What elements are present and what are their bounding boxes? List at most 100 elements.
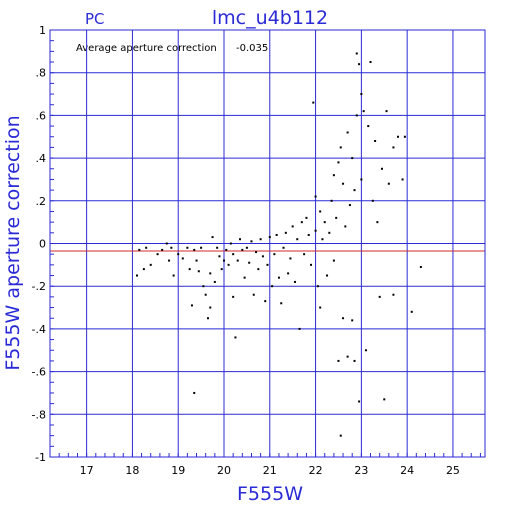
data-point xyxy=(195,259,198,262)
data-point xyxy=(314,229,317,232)
data-point xyxy=(403,135,406,138)
data-point xyxy=(316,285,319,288)
data-point xyxy=(257,268,260,271)
data-point xyxy=(353,189,356,192)
data-point xyxy=(351,157,354,160)
data-point xyxy=(275,233,278,236)
data-point xyxy=(346,355,349,358)
data-point xyxy=(264,300,267,303)
x-tick-label: 17 xyxy=(80,464,94,477)
data-point xyxy=(156,253,159,256)
y-tick-label: -.6 xyxy=(32,366,46,379)
data-point xyxy=(296,238,299,241)
data-point xyxy=(259,238,262,241)
corner-label: PC xyxy=(85,10,105,28)
y-axis-label: F555W aperture correction xyxy=(2,115,24,370)
data-point xyxy=(392,293,395,296)
chart-title: lmc_u4b112 xyxy=(212,7,328,29)
data-point xyxy=(268,236,271,239)
data-point xyxy=(397,135,399,138)
x-tick-label: 23 xyxy=(354,464,368,477)
data-point xyxy=(209,306,212,309)
data-point xyxy=(161,248,164,251)
x-tick-label: 22 xyxy=(309,464,323,477)
data-point xyxy=(385,110,388,113)
data-point xyxy=(197,270,200,273)
data-point xyxy=(300,221,303,224)
data-point xyxy=(248,261,251,264)
y-tick-label: 0 xyxy=(39,238,46,251)
y-tick-label: -.2 xyxy=(32,280,46,293)
data-point xyxy=(374,140,377,143)
y-tick-label: .6 xyxy=(36,109,47,122)
data-point xyxy=(232,253,235,256)
data-point xyxy=(419,265,422,268)
data-point xyxy=(376,221,379,224)
data-point xyxy=(335,216,338,219)
data-point xyxy=(186,246,189,249)
x-tick-label: 20 xyxy=(217,464,231,477)
data-point xyxy=(367,125,370,128)
data-point xyxy=(291,225,294,228)
data-point xyxy=(193,391,196,394)
x-tick-label: 25 xyxy=(446,464,460,477)
data-point xyxy=(216,246,219,249)
data-point xyxy=(236,259,239,262)
data-point xyxy=(225,248,228,251)
data-point xyxy=(323,221,326,224)
reference-lines xyxy=(50,243,485,252)
data-point xyxy=(234,336,237,339)
data-point xyxy=(145,246,148,249)
data-point xyxy=(371,199,374,202)
data-point xyxy=(360,178,363,181)
data-point xyxy=(342,317,345,320)
y-tick-label: -1 xyxy=(35,451,46,464)
data-point xyxy=(213,280,216,283)
average-annotation-label: Average aperture correction xyxy=(76,43,217,54)
data-point xyxy=(332,174,335,177)
data-point xyxy=(271,285,274,288)
data-point xyxy=(355,52,358,55)
x-tick-label: 24 xyxy=(400,464,414,477)
data-point xyxy=(177,253,180,256)
data-point xyxy=(209,272,212,275)
data-point xyxy=(401,178,404,181)
data-point xyxy=(344,225,347,228)
data-point xyxy=(348,204,351,207)
data-point xyxy=(332,259,335,262)
data-point xyxy=(220,268,223,271)
data-point xyxy=(410,310,413,313)
data-point xyxy=(255,251,258,254)
data-point xyxy=(193,248,196,251)
data-point xyxy=(319,306,322,309)
y-tick-label: .2 xyxy=(36,195,47,208)
data-point xyxy=(362,110,365,113)
y-tick-label: 1 xyxy=(39,24,46,37)
data-point xyxy=(326,274,329,277)
data-point xyxy=(204,293,207,296)
data-point xyxy=(314,195,317,198)
y-tick-label: -.8 xyxy=(32,408,46,421)
data-point xyxy=(358,400,361,403)
data-point xyxy=(190,304,193,307)
data-point xyxy=(284,231,287,234)
data-point xyxy=(387,182,390,185)
data-point xyxy=(355,114,358,117)
data-point xyxy=(346,131,349,134)
data-point xyxy=(250,240,253,243)
data-point xyxy=(280,302,283,305)
data-point xyxy=(211,236,214,239)
data-point xyxy=(206,317,209,320)
data-point xyxy=(181,257,184,260)
data-point xyxy=(330,199,333,202)
average-annotation-value: -0.035 xyxy=(236,43,268,54)
y-tick-label: -.4 xyxy=(32,323,46,336)
data-point xyxy=(261,255,264,258)
data-point xyxy=(392,146,395,149)
data-point xyxy=(303,253,306,256)
y-tick-label: .4 xyxy=(36,152,47,165)
data-point xyxy=(223,259,225,262)
data-point xyxy=(282,246,285,249)
data-point xyxy=(378,295,381,298)
